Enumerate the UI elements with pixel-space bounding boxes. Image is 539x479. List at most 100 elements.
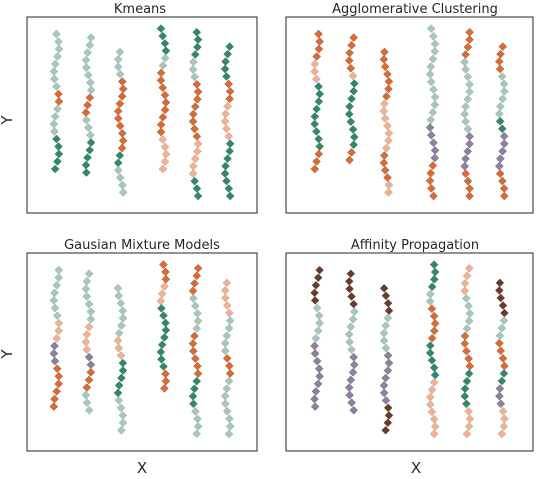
point-kmeans-c3-10 <box>161 98 171 107</box>
point-kmeans-c5-10 <box>220 117 230 126</box>
point-affinity-c3-0 <box>429 260 439 269</box>
point-agglomerative-c3-18 <box>428 161 438 170</box>
point-kmeans-c0-14 <box>52 134 61 144</box>
point-gmm-c5-20 <box>224 429 234 439</box>
point-kmeans-c4-3 <box>191 50 200 59</box>
point-kmeans-c4-0 <box>192 27 202 37</box>
point-kmeans-c1-16 <box>83 153 92 162</box>
point-affinity-c4-5 <box>464 301 473 311</box>
point-agglomerative-c3-14 <box>426 130 436 140</box>
point-agglomerative-c2-2 <box>380 62 390 72</box>
point-agglomerative-c5-16 <box>495 161 504 171</box>
point-agglomerative-c3-1 <box>429 31 438 41</box>
point-kmeans-c5-17 <box>220 169 230 178</box>
point-agglomerative-c5-7 <box>498 94 507 104</box>
point-kmeans-c0-4 <box>50 59 60 69</box>
point-gmm-c2-19 <box>117 425 126 435</box>
point-affinity-c1-12 <box>350 360 359 370</box>
point-affinity-c4-11 <box>462 346 471 356</box>
point-kmeans-c2-3 <box>115 69 125 79</box>
point-affinity-c0-2 <box>311 280 321 290</box>
point-kmeans-c1-14 <box>86 138 96 147</box>
point-agglomerative-c0-8 <box>315 89 324 99</box>
plot-area-gmm <box>26 252 258 452</box>
point-gmm-c3-0 <box>159 260 168 269</box>
x-axis-label-left: X <box>137 459 147 477</box>
point-affinity-c1-6 <box>348 314 358 324</box>
point-kmeans-c1-9 <box>83 100 92 110</box>
point-gmm-c3-17 <box>160 384 169 393</box>
point-agglomerative-c0-13 <box>312 127 321 136</box>
point-gmm-c0-4 <box>49 296 59 305</box>
point-gmm-c2-5 <box>117 321 126 330</box>
point-affinity-c2-5 <box>381 321 390 330</box>
point-gmm-c5-13 <box>224 376 234 386</box>
point-agglomerative-c3-17 <box>430 153 440 163</box>
point-agglomerative-c0-2 <box>314 44 324 54</box>
point-agglomerative-c1-13 <box>350 132 359 142</box>
point-agglomerative-c0-17 <box>312 157 321 166</box>
point-agglomerative-c2-12 <box>384 136 393 145</box>
point-kmeans-c5-1 <box>223 49 232 59</box>
point-kmeans-c2-14 <box>115 151 125 160</box>
point-kmeans-c2-13 <box>117 143 127 153</box>
point-kmeans-c0-7 <box>52 82 61 91</box>
scatter-points-affinity <box>310 260 509 439</box>
point-affinity-c3-13 <box>427 356 437 365</box>
point-agglomerative-c5-17 <box>495 169 505 178</box>
point-agglomerative-c5-14 <box>498 146 507 156</box>
point-affinity-c4-22 <box>462 429 472 439</box>
point-agglomerative-c1-10 <box>344 109 354 119</box>
point-gmm-c0-12 <box>50 356 60 366</box>
point-affinity-c1-3 <box>347 292 356 301</box>
point-kmeans-c4-12 <box>188 117 198 126</box>
point-affinity-c3-10 <box>427 333 437 343</box>
point-agglomerative-c2-19 <box>384 188 393 197</box>
point-gmm-c3-16 <box>161 376 171 386</box>
point-gmm-c3-6 <box>157 304 166 313</box>
point-gmm-c5-4 <box>225 308 234 318</box>
point-agglomerative-c2-10 <box>383 121 392 131</box>
point-affinity-c4-19 <box>464 407 473 416</box>
point-affinity-c1-16 <box>345 390 354 400</box>
point-agglomerative-c3-0 <box>426 24 436 33</box>
point-agglomerative-c1-16 <box>345 155 354 165</box>
point-gmm-c2-6 <box>114 328 124 338</box>
point-affinity-c1-5 <box>350 307 359 316</box>
point-kmeans-c5-11 <box>222 124 231 134</box>
point-gmm-c0-5 <box>50 303 60 313</box>
point-gmm-c4-15 <box>192 376 202 386</box>
point-gmm-c3-4 <box>157 289 167 299</box>
point-agglomerative-c2-17 <box>383 173 392 182</box>
panel-kmeans: Kmeans <box>26 2 258 214</box>
point-kmeans-c3-16 <box>160 142 170 152</box>
point-kmeans-c5-15 <box>223 154 232 163</box>
point-agglomerative-c0-10 <box>312 104 321 114</box>
point-agglomerative-c4-12 <box>461 117 470 126</box>
point-agglomerative-c1-8 <box>347 94 356 104</box>
point-agglomerative-c0-7 <box>314 82 323 91</box>
point-affinity-c3-5 <box>425 297 435 306</box>
point-agglomerative-c1-4 <box>346 63 356 73</box>
point-agglomerative-c4-16 <box>463 147 473 156</box>
point-affinity-c2-2 <box>383 298 393 308</box>
point-kmeans-c3-4 <box>160 53 170 63</box>
point-affinity-c2-1 <box>381 291 391 301</box>
point-gmm-c2-13 <box>114 381 124 390</box>
point-agglomerative-c5-0 <box>498 42 508 51</box>
point-kmeans-c3-11 <box>160 105 170 115</box>
point-agglomerative-c4-3 <box>461 50 470 59</box>
point-kmeans-c5-7 <box>225 94 234 104</box>
point-kmeans-c4-9 <box>193 94 202 104</box>
point-agglomerative-c1-1 <box>347 40 356 50</box>
point-agglomerative-c0-3 <box>312 52 321 61</box>
point-kmeans-c4-2 <box>193 42 202 52</box>
point-kmeans-c2-16 <box>114 165 123 175</box>
point-gmm-c4-7 <box>193 316 203 326</box>
point-kmeans-c3-9 <box>160 90 170 100</box>
scatter-points-agglomerative <box>310 24 509 201</box>
point-gmm-c0-16 <box>52 387 61 396</box>
point-affinity-c4-4 <box>462 294 471 303</box>
point-affinity-c2-8 <box>381 343 391 353</box>
point-kmeans-c0-9 <box>54 97 64 106</box>
